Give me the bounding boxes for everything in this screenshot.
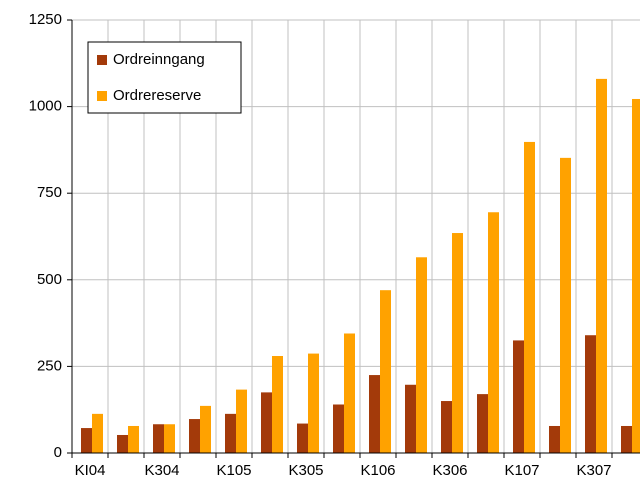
legend-swatch [97, 91, 107, 101]
bar [560, 157, 571, 454]
bar [632, 98, 640, 454]
y-tick-label: 750 [37, 184, 62, 201]
bar [81, 428, 92, 453]
bar [441, 401, 452, 453]
legend-swatch [97, 55, 107, 65]
y-tick-label: 250 [37, 357, 62, 374]
x-tick-label: K306 [432, 462, 467, 479]
bar [272, 356, 283, 453]
bar [225, 413, 236, 453]
legend-box [87, 41, 242, 114]
bar [236, 389, 247, 453]
x-tick-label: KI04 [75, 462, 106, 479]
bar [488, 212, 499, 453]
bar [153, 424, 164, 453]
bar [164, 424, 175, 453]
y-tick-label: 500 [37, 271, 62, 288]
bar [189, 419, 200, 453]
bar [477, 394, 488, 453]
bar [297, 423, 308, 453]
bar [380, 290, 391, 453]
y-tick-label: 1250 [29, 11, 62, 28]
x-tick-label: K107 [504, 462, 539, 479]
y-tick-label: 0 [54, 444, 62, 461]
bar [369, 375, 380, 453]
bar [405, 384, 416, 453]
bar [452, 233, 463, 453]
bar [92, 413, 103, 453]
bar [621, 425, 632, 453]
bar [344, 333, 355, 453]
legend-label: Ordreinngang [113, 51, 205, 68]
bar [117, 434, 128, 453]
x-tick-label: K307 [576, 462, 611, 479]
bar [585, 335, 596, 453]
bar [524, 141, 535, 453]
legend-label: Ordrereserve [113, 87, 201, 104]
x-tick-label: K304 [144, 462, 179, 479]
x-tick-label: K305 [288, 462, 323, 479]
bar [128, 425, 139, 453]
bar [596, 78, 607, 453]
x-tick-label: K106 [360, 462, 395, 479]
bar [416, 257, 427, 453]
bar [308, 353, 319, 453]
bar [261, 392, 272, 453]
bar [549, 425, 560, 453]
bar [333, 404, 344, 453]
x-tick-label: K105 [216, 462, 251, 479]
bar [513, 340, 524, 453]
y-tick-label: 1000 [29, 98, 62, 115]
bar [200, 405, 211, 453]
